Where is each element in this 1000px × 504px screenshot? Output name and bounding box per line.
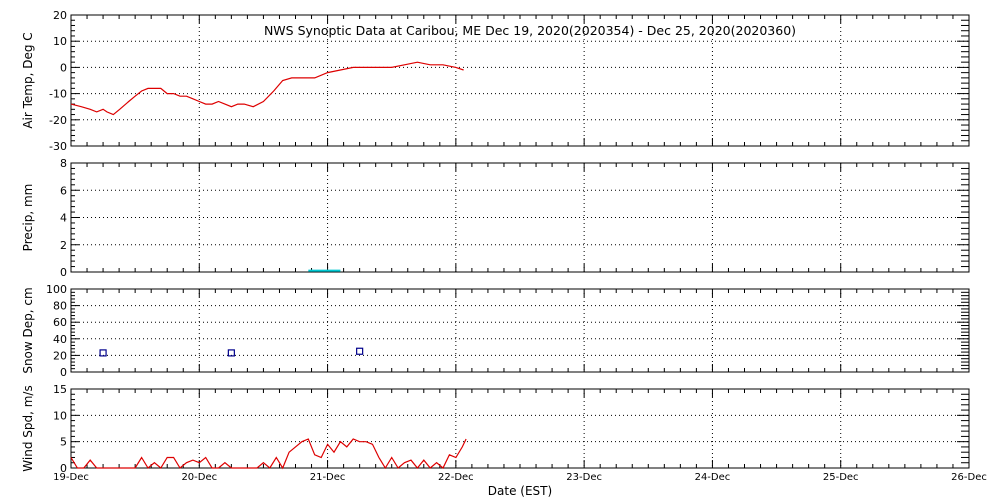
x-tick-label: 22-Dec	[438, 472, 474, 483]
y-tick-label: -10	[49, 88, 67, 101]
y-tick-label: 5	[60, 436, 67, 449]
y-tick-label: 8	[60, 157, 67, 170]
y-tick-label: -30	[49, 140, 67, 153]
y-tick-label: -20	[49, 114, 67, 127]
x-tick-label: 23-Dec	[566, 472, 602, 483]
y-tick-label: 0	[60, 462, 67, 475]
air-temp-line	[70, 61, 464, 116]
panel-frame	[70, 288, 970, 373]
snow-depth-point	[356, 347, 364, 355]
y-tick-label: 10	[53, 409, 67, 422]
x-tick-label: 25-Dec	[823, 472, 859, 483]
y-tick-label: 15	[53, 383, 67, 396]
y-tick-label: 0	[60, 266, 67, 279]
y-tick-label: 2	[60, 239, 67, 252]
chart-title: NWS Synoptic Data at Caribou, ME Dec 19,…	[264, 23, 796, 38]
snow-depth-point	[227, 349, 235, 357]
precip-bar	[308, 269, 341, 272]
y-tick-label: 60	[53, 316, 67, 329]
x-tick-label: 21-Dec	[310, 472, 346, 483]
y-tick-label: 100	[46, 283, 67, 296]
y-axis-label: Wind Spd, m/s	[21, 385, 35, 471]
y-axis-label: Precip, mm	[21, 184, 35, 252]
y-tick-label: 10	[53, 35, 67, 48]
y-tick-label: 4	[60, 212, 67, 225]
y-tick-label: 80	[53, 300, 67, 313]
snow-depth-point	[99, 349, 107, 357]
y-tick-label: 20	[53, 9, 67, 22]
y-tick-label: 0	[60, 366, 67, 379]
y-tick-label: 40	[53, 333, 67, 346]
y-axis-label: Snow Dep, cm	[21, 287, 35, 373]
wind-speed-line	[70, 438, 467, 470]
y-tick-label: 6	[60, 184, 67, 197]
x-tick-label: 26-Dec	[951, 472, 987, 483]
panel-frame	[70, 388, 970, 469]
y-axis-label: Air Temp, Deg C	[21, 32, 35, 128]
x-tick-label: 20-Dec	[181, 472, 217, 483]
x-tick-label: 24-Dec	[695, 472, 731, 483]
x-axis-label: Date (EST)	[488, 484, 552, 498]
y-tick-label: 0	[60, 61, 67, 74]
y-tick-label: 20	[53, 349, 67, 362]
x-tick-label: 19-Dec	[53, 472, 89, 483]
